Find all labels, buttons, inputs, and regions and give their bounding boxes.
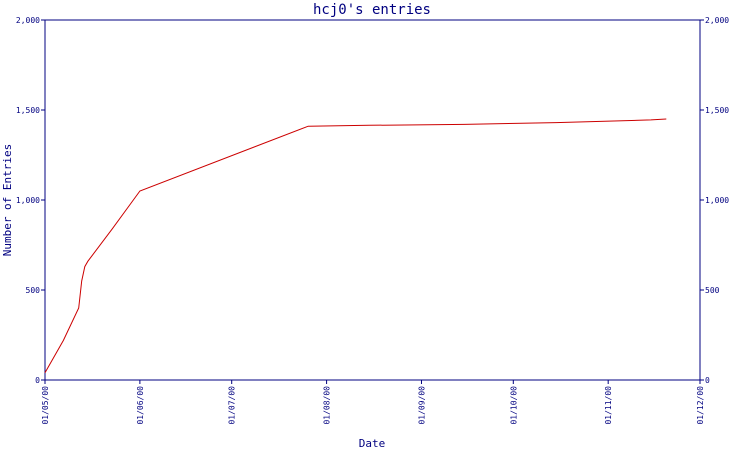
x-axis-label: Date xyxy=(359,437,386,450)
y-tick-label-right: 0 xyxy=(705,376,710,385)
x-tick-label: 01/12/00 xyxy=(696,386,705,425)
y-tick-label-right: 1,000 xyxy=(705,196,729,205)
x-tick-label: 01/10/00 xyxy=(509,386,518,425)
y-tick-label-left: 0 xyxy=(35,376,40,385)
y-tick-label-left: 1,500 xyxy=(16,106,40,115)
x-tick-label: 01/08/00 xyxy=(323,386,332,425)
x-tick-label: 01/07/00 xyxy=(228,386,237,425)
y-tick-label-right: 2,000 xyxy=(705,16,729,25)
x-tick-label: 01/11/00 xyxy=(604,386,613,425)
x-tick-label: 01/05/00 xyxy=(41,386,50,425)
x-axis: 01/05/00 01/06/00 01/07/00 01/08/00 01/09/00… xyxy=(41,380,705,425)
y-tick-label-right: 500 xyxy=(705,286,720,295)
chart-title: hcj0's entries xyxy=(313,2,431,18)
y-tick-label-left: 2,000 xyxy=(16,16,40,25)
series-line xyxy=(44,118,667,374)
y-axis-label: Number of Entries xyxy=(1,144,14,257)
x-tick-label: 01/09/00 xyxy=(417,386,426,425)
x-tick-label: 01/06/00 xyxy=(136,386,145,425)
y-tick-label-left: 1,000 xyxy=(16,196,40,205)
y-tick-label-right: 1,500 xyxy=(705,106,729,115)
y-tick-label-left: 500 xyxy=(26,286,41,295)
y-axis: 0 0 500 500 1,000 1,000 1,500 1,500 2,000 2,000 xyxy=(16,16,729,385)
